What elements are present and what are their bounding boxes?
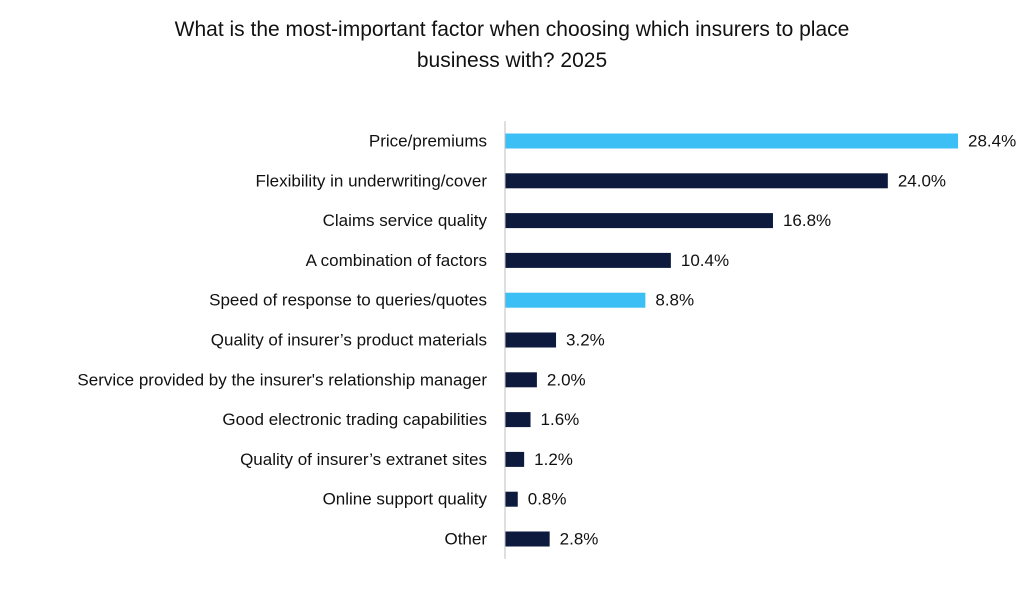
chart-title-line-2: business with? 2025: [416, 49, 608, 72]
bar: [505, 412, 531, 428]
value-label: 2.8%: [560, 530, 599, 549]
category-label: Claims service quality: [323, 211, 488, 230]
value-label: 10.4%: [681, 251, 729, 270]
value-label: 3.2%: [566, 331, 605, 350]
value-label: 8.8%: [655, 291, 694, 310]
chart-plot-area: Price/premiums 28.4% Flexibility in underw…: [77, 132, 1016, 549]
bar: [505, 133, 958, 149]
category-label: Quality of insurer’s extranet sites: [240, 450, 487, 469]
bar: [505, 252, 671, 268]
category-label: Service provided by the insurer's relati…: [77, 370, 487, 389]
category-label: A combination of factors: [306, 251, 487, 270]
bar: [505, 372, 537, 388]
category-label: Flexibility in underwriting/cover: [256, 171, 488, 190]
bar: [505, 531, 550, 547]
category-label: Other: [444, 530, 487, 549]
bar: [505, 213, 773, 229]
category-label: Speed of response to queries/quotes: [209, 291, 487, 310]
bar: [505, 173, 888, 189]
bar: [505, 332, 557, 348]
chart-title: What is the most-important factor when c…: [112, 14, 912, 76]
bar: [505, 491, 518, 507]
bar: [505, 292, 646, 308]
category-label: Quality of insurer’s product materials: [211, 331, 487, 350]
value-label: 2.0%: [547, 370, 586, 389]
chart-title-line-1: What is the most-important factor when c…: [174, 18, 850, 41]
category-label: Good electronic trading capabilities: [222, 410, 487, 429]
value-label: 28.4%: [968, 132, 1016, 151]
value-label: 16.8%: [783, 211, 831, 230]
bar: [505, 451, 525, 467]
category-label: Price/premiums: [369, 132, 487, 151]
category-label: Online support quality: [323, 490, 488, 509]
value-label: 0.8%: [528, 490, 567, 509]
value-label: 24.0%: [898, 171, 946, 190]
value-label: 1.2%: [534, 450, 573, 469]
value-label: 1.6%: [541, 410, 580, 429]
